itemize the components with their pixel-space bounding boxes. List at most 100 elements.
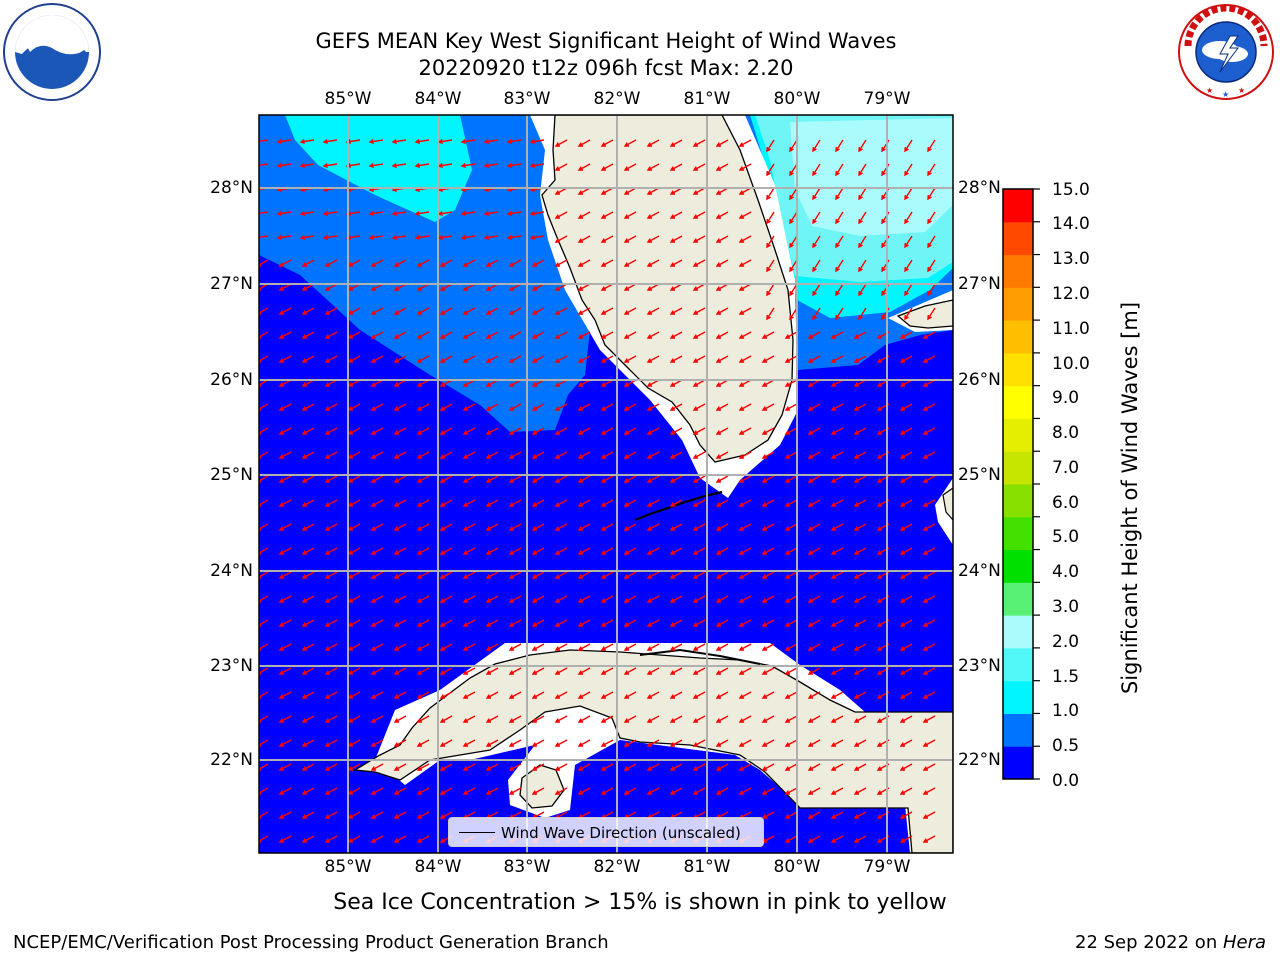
wind-wave-arrow (324, 595, 338, 603)
wind-wave-arrow (715, 403, 729, 411)
wind-wave-arrow (692, 139, 706, 147)
wind-wave-arrow (784, 763, 798, 771)
wind-wave-arrow (761, 547, 775, 555)
lon-tick-top-84w: 84°W (414, 89, 462, 109)
wind-wave-arrow (393, 715, 407, 723)
wind-wave-arrow (301, 475, 315, 483)
wind-wave-arrow (692, 787, 706, 795)
wind-wave-arrow (692, 427, 706, 435)
wind-wave-arrow (577, 475, 591, 483)
wind-wave-arrow (508, 547, 522, 555)
wind-wave-arrow (669, 499, 683, 507)
wind-wave-arrow (485, 715, 499, 723)
wind-wave-arrow (830, 595, 844, 603)
wind-wave-arrow (301, 787, 315, 795)
wind-wave-arrow (531, 643, 545, 651)
wind-wave-arrow (531, 307, 545, 315)
wind-wave-arrow (784, 835, 798, 843)
wind-wave-arrow (600, 787, 614, 795)
wind-wave-arrow (531, 595, 545, 603)
wind-wave-arrow (600, 211, 614, 219)
wind-wave-arrow (278, 475, 292, 483)
wind-wave-arrow (669, 427, 683, 435)
wind-wave-arrow (324, 475, 338, 483)
wind-wave-arrow (393, 475, 407, 483)
wind-wave-arrow (692, 403, 706, 411)
wind-wave-arrow (439, 691, 453, 699)
wind-wave-arrow (393, 307, 407, 315)
wind-wave-arrow (600, 547, 614, 555)
wind-wave-arrow (322, 163, 338, 169)
wind-wave-arrow (623, 787, 637, 795)
colorbar-segment-14 (1003, 287, 1033, 321)
wind-wave-arrow (761, 571, 775, 579)
wind-wave-arrow (761, 643, 775, 651)
wind-wave-arrow (460, 163, 476, 169)
wind-wave-arrow (462, 715, 476, 723)
wind-wave-arrow (738, 595, 752, 603)
land-andros (942, 487, 953, 521)
wind-wave-arrow (600, 763, 614, 771)
wind-wave-arrow (554, 691, 568, 699)
wind-wave-arrow (858, 283, 867, 297)
wind-wave-arrow (577, 331, 591, 339)
wind-wave-arrow (416, 307, 430, 315)
wind-wave-arrow (577, 643, 591, 651)
wind-wave-arrow (600, 259, 614, 267)
wind-wave-arrow (715, 667, 729, 675)
wind-wave-arrow (462, 307, 476, 315)
wind-wave-arrow (853, 475, 867, 483)
wind-wave-arrow (393, 571, 407, 579)
wind-wave-arrow (784, 547, 798, 555)
wind-wave-arrow (858, 235, 867, 249)
wind-wave-arrow (324, 571, 338, 579)
wind-wave-arrow (531, 619, 545, 627)
lon-tick-top-83w: 83°W (503, 89, 551, 109)
wind-wave-arrow (784, 403, 798, 411)
wind-wave-arrow (393, 643, 407, 651)
wind-wave-arrow (301, 739, 315, 747)
wind-wave-arrow (554, 571, 568, 579)
wind-wave-arrow (577, 571, 591, 579)
map-gridlines (259, 115, 953, 853)
wind-wave-arrow (416, 811, 430, 819)
wind-wave-arrow (899, 571, 913, 579)
wind-wave-arrow (324, 763, 338, 771)
wind-wave-arrow (789, 163, 798, 177)
wind-wave-arrow (370, 811, 384, 819)
wind-wave-arrow (554, 595, 568, 603)
wind-wave-arrow (600, 715, 614, 723)
wind-wave-arrow (577, 355, 591, 363)
wind-wave-arrow (276, 163, 292, 169)
wind-wave-arrow (922, 739, 936, 747)
wind-wave-arrow (259, 211, 269, 215)
wind-wave-arrow (324, 643, 338, 651)
wind-wave-arrow (738, 235, 752, 243)
wind-wave-arrow (324, 307, 338, 315)
colorbar-tick-3.0: 3.0 (1052, 597, 1080, 617)
wind-wave-arrow (393, 667, 407, 675)
wind-wave-arrow (439, 451, 453, 459)
wind-wave-arrow (393, 619, 407, 627)
lon-tick-top-85w: 85°W (324, 89, 372, 109)
wind-wave-arrow (485, 619, 499, 627)
colorbar-label: Significant Height of Wind Waves [m] (1118, 301, 1142, 695)
wind-wave-arrow (462, 427, 476, 435)
wind-wave-arrow (531, 547, 545, 555)
wind-wave-arrow (738, 739, 752, 747)
wind-wave-arrow (738, 643, 752, 651)
wind-wave-arrow (301, 259, 315, 267)
wind-wave-arrow (483, 139, 499, 145)
wind-wave-arrow (370, 427, 384, 435)
wind-wave-arrow (899, 547, 913, 555)
wind-wave-arrow (623, 211, 637, 219)
lon-tick-bottom-81w: 81°W (683, 857, 731, 877)
wind-wave-arrow (858, 259, 867, 273)
wind-wave-arrow (324, 331, 338, 339)
wind-wave-arrow (830, 403, 844, 411)
wind-wave-arrow (623, 739, 637, 747)
wind-wave-arrow (508, 787, 522, 795)
lat-tick-right-25n: 25°N (958, 465, 1001, 485)
wind-wave-arrow (927, 211, 936, 225)
svg-text:★: ★ (1222, 90, 1229, 99)
